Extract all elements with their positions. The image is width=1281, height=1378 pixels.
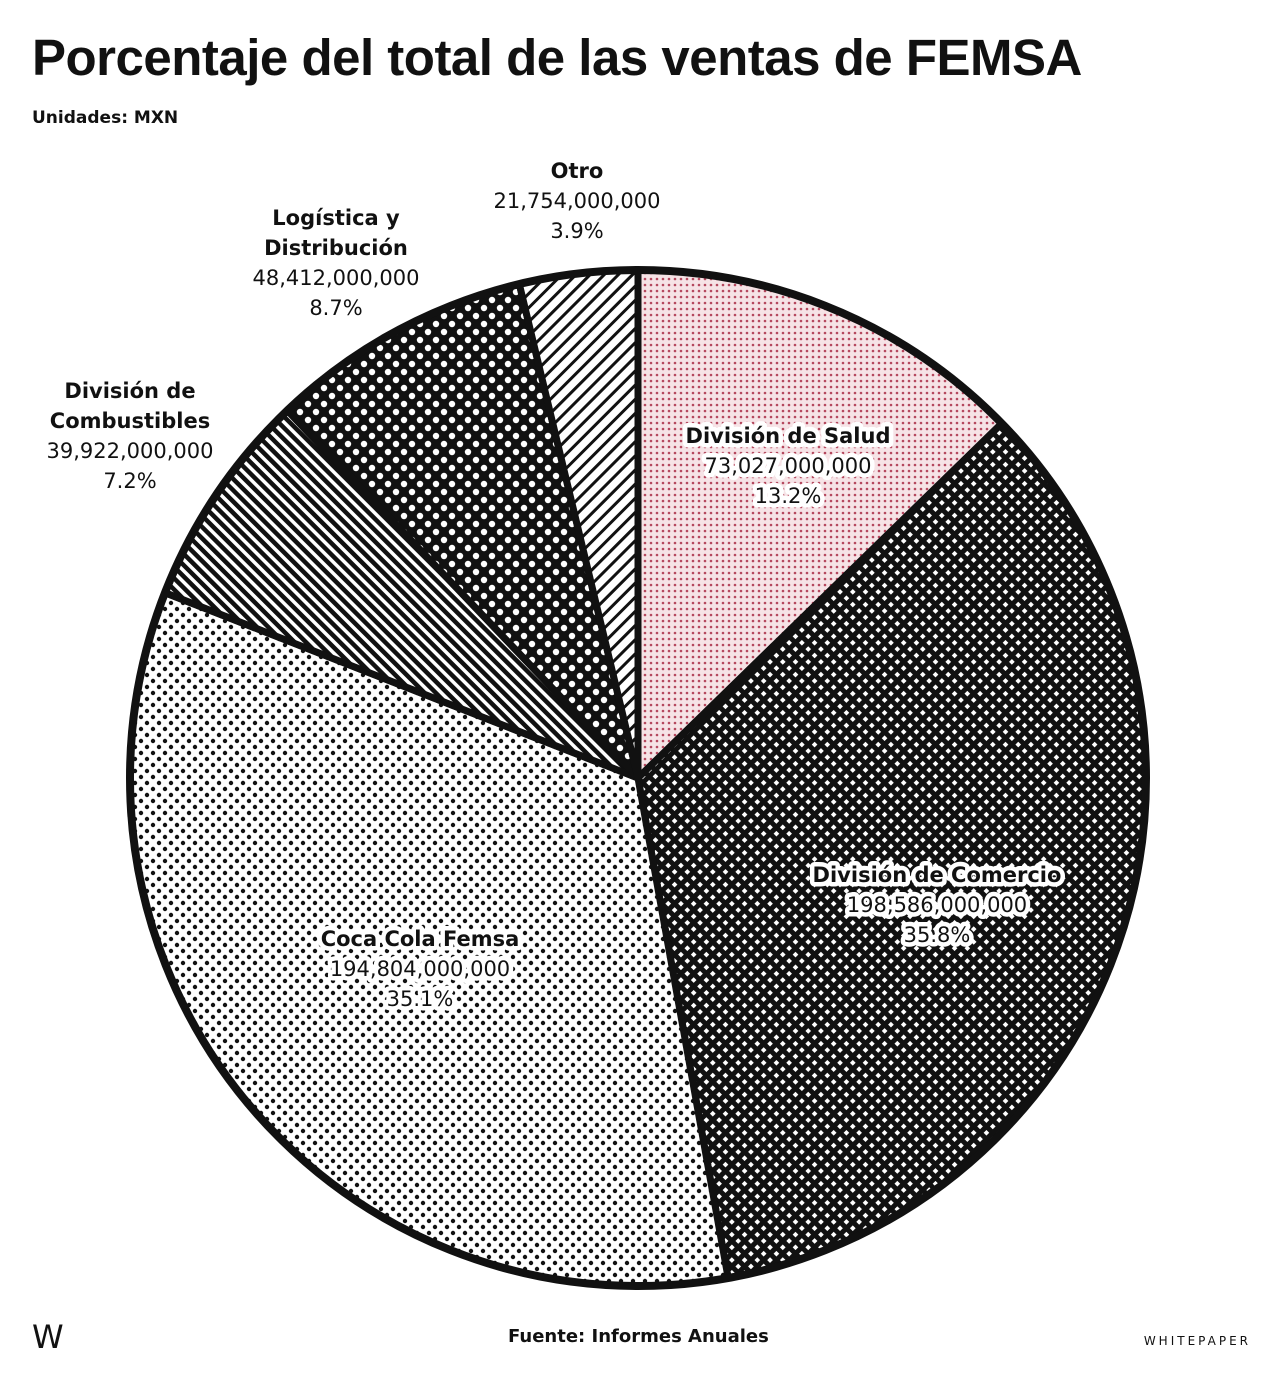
slice-label-name: Logística y bbox=[272, 206, 400, 230]
slice-label-name: Combustibles bbox=[50, 409, 210, 433]
slice-label-value: 194,804,000,000 bbox=[330, 957, 510, 981]
source-note: Fuente: Informes Anuales bbox=[508, 1326, 769, 1347]
slice-label-value: 21,754,000,000 bbox=[494, 189, 661, 213]
slice-label-name: División de bbox=[64, 379, 195, 403]
slice-label-value: 39,922,000,000 bbox=[47, 439, 214, 463]
slice-label-name: Coca Cola Femsa bbox=[321, 927, 520, 951]
slice-label-percent: 7.2% bbox=[103, 469, 156, 493]
slice-label-percent: 35.8% bbox=[904, 923, 971, 947]
pie-outline bbox=[126, 266, 1150, 1290]
slice-label-percent: 8.7% bbox=[309, 296, 362, 320]
slice-label-percent: 35.1% bbox=[387, 987, 454, 1011]
pie-labels: División de Salud 73,027,000,000 13.2% Divi… bbox=[47, 159, 1066, 1016]
pie-slices bbox=[126, 266, 1150, 1290]
slice-label-value: 48,412,000,000 bbox=[253, 266, 420, 290]
slice-label-name: Otro bbox=[551, 159, 604, 183]
brand-wordmark: WHITEPAPER bbox=[1143, 1334, 1251, 1348]
slice-label-value: 73,027,000,000 bbox=[705, 454, 872, 478]
slice-label-name: División de Comercio bbox=[813, 863, 1062, 887]
slice-label-value: 198,586,000,000 bbox=[847, 893, 1027, 917]
chart-title: Porcentaje del total de las ventas de FE… bbox=[32, 29, 1082, 86]
slice-label-name: Distribución bbox=[264, 236, 408, 260]
whitepaper-logo: W bbox=[32, 1318, 64, 1356]
slice-label-name: División de Salud bbox=[686, 424, 891, 448]
chart-subtitle: Unidades: MXN bbox=[32, 108, 179, 128]
slice-label-percent: 13.2% bbox=[755, 484, 822, 508]
slice-label-percent: 3.9% bbox=[550, 219, 603, 243]
